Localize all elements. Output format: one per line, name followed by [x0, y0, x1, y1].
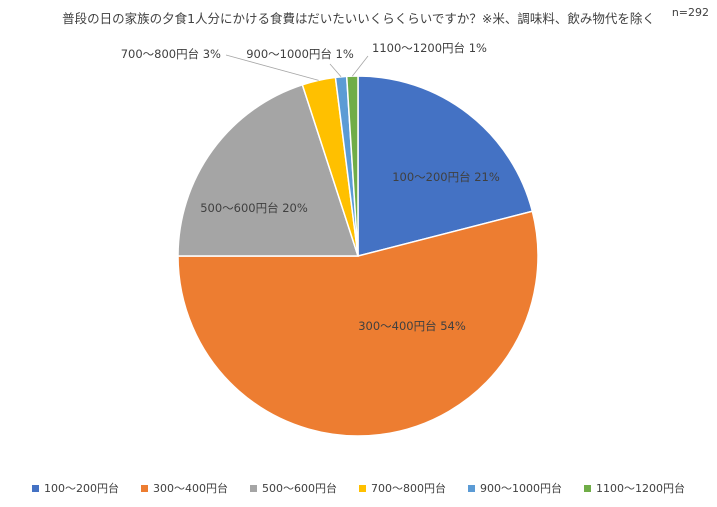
legend-item-5: 900〜1000円台	[468, 480, 562, 496]
legend-swatch-1	[32, 484, 39, 492]
legend-item-1: 100〜200円台	[32, 480, 119, 496]
leader-line-4	[225, 54, 319, 81]
legend-swatch-2	[141, 484, 148, 492]
legend-label-6: 1100〜1200円台	[596, 482, 685, 495]
chart-title: 普段の日の家族の夕食1人分にかける食費はだいたいいくらくらいですか？※米、調味料…	[62, 11, 655, 26]
pie-slice-6	[345, 75, 359, 257]
legend-swatch-3	[250, 484, 257, 492]
legend-swatch-6	[584, 484, 591, 492]
legend-label-4: 700〜800円台	[371, 482, 446, 495]
legend-item-6: 1100〜1200円台	[584, 480, 685, 496]
data-label-6: 1100〜1200円台 1%	[372, 41, 487, 55]
data-label-2: 300〜400円台 54%	[358, 319, 466, 333]
legend-label-5: 900〜1000円台	[480, 482, 562, 495]
sample-size-note: n=292	[671, 6, 709, 19]
legend-label-2: 300〜400円台	[153, 482, 228, 495]
legend-swatch-5	[468, 484, 475, 492]
legend-swatch-4	[359, 484, 366, 492]
leader-line-6	[352, 55, 369, 77]
data-label-3: 500〜600円台 20%	[200, 201, 308, 215]
legend-item-3: 500〜600円台	[250, 480, 337, 496]
legend-item-2: 300〜400円台	[141, 480, 228, 496]
legend-item-4: 700〜800円台	[359, 480, 446, 496]
data-label-5: 900〜1000円台 1%	[246, 47, 354, 61]
pie-slice-1	[357, 75, 534, 257]
pie-chart: 100〜200円台 21% 300〜400円台 54% 500〜600円台 20% 7…	[121, 41, 539, 437]
leader-line-5	[329, 63, 342, 78]
pie-slice-2	[177, 210, 539, 437]
legend-label-3: 500〜600円台	[262, 482, 337, 495]
pie-slice-3	[177, 83, 360, 257]
data-label-1: 100〜200円台 21%	[392, 170, 500, 184]
data-label-4: 700〜800円台 3%	[121, 47, 221, 61]
legend-label-1: 100〜200円台	[44, 482, 119, 495]
chart-legend: 100〜200円台 300〜400円台 500〜600円台 700〜800円台 900〜…	[0, 480, 717, 496]
